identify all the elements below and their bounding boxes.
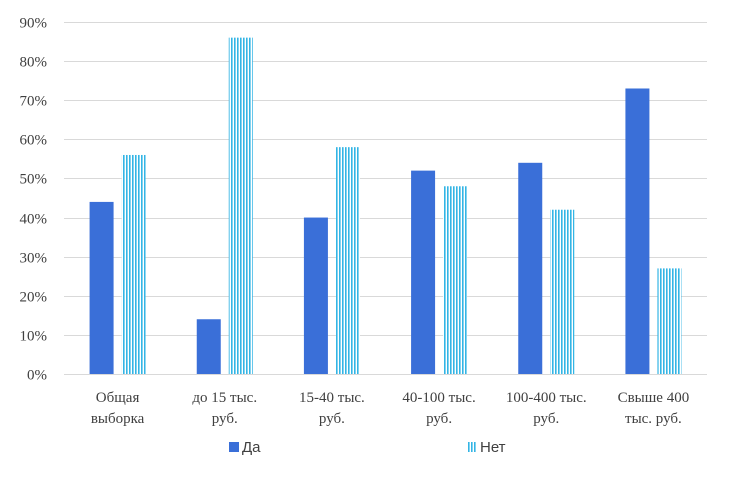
legend-label: Да <box>242 439 261 456</box>
y-tick-label: 30% <box>20 251 48 267</box>
y-tick-label: 50% <box>20 172 48 188</box>
y-tick-label: 60% <box>20 133 48 149</box>
bar-net <box>121 154 146 374</box>
x-tick-label: тыс. руб. <box>625 411 682 427</box>
bar-da <box>196 319 221 374</box>
x-tick-label: 40-100 тыс. <box>402 390 475 406</box>
x-tick-label: 15-40 тыс. <box>299 390 365 406</box>
y-axis-ticks: 0% 10% 20% 30% 40% 50% 60% 70% 80% 90% <box>20 16 48 384</box>
bar-da <box>411 170 436 374</box>
bars <box>89 37 682 375</box>
x-tick-label: руб. <box>533 411 559 427</box>
bar-da <box>518 162 543 374</box>
y-tick-label: 40% <box>20 212 48 228</box>
y-tick-label: 10% <box>20 329 48 345</box>
x-tick-label: выборка <box>91 411 145 427</box>
legend: Да Нет <box>229 439 506 456</box>
gridlines <box>64 22 707 375</box>
y-tick-label: 20% <box>20 290 48 306</box>
x-axis-ticks: Общая выборка до 15 тыс. руб. 15-40 тыс. руб.… <box>91 390 689 427</box>
bar-net <box>550 209 575 374</box>
x-tick-label: руб. <box>319 411 345 427</box>
bar-da <box>89 201 114 374</box>
y-tick-label: 0% <box>27 368 47 384</box>
bar-net <box>443 186 468 374</box>
x-tick-label: руб. <box>212 411 238 427</box>
x-tick-label: Общая <box>96 390 140 406</box>
y-tick-label: 80% <box>20 55 48 71</box>
bar-net <box>657 268 682 374</box>
legend-swatch <box>467 442 477 452</box>
legend-swatch <box>229 442 239 452</box>
x-tick-label: руб. <box>426 411 452 427</box>
x-tick-label: до 15 тыс. <box>192 390 257 406</box>
x-tick-label: 100-400 тыс. <box>506 390 587 406</box>
bar-net <box>228 37 253 375</box>
legend-label: Нет <box>480 439 506 456</box>
bar-da <box>303 217 328 374</box>
bar-da <box>625 88 650 374</box>
x-tick-label: Свыше 400 <box>618 390 690 406</box>
bar-net <box>335 147 360 374</box>
y-tick-label: 70% <box>20 94 48 110</box>
y-tick-label: 90% <box>20 16 48 32</box>
